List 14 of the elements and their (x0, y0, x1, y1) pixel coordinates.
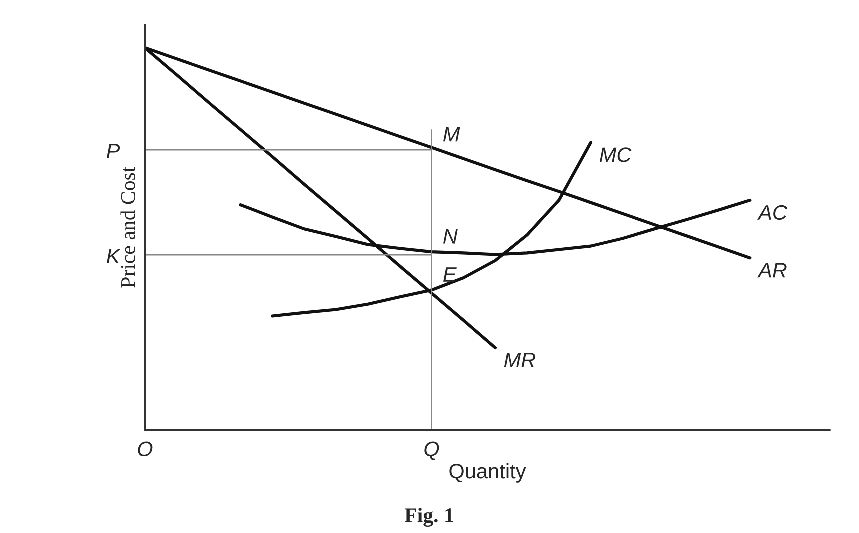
x-axis-title: Quantity (450, 463, 526, 483)
annotation: M (444, 127, 460, 142)
x-tick-label: O (138, 442, 153, 457)
x-tick-label: Q (424, 442, 440, 460)
series-label: MR (504, 353, 536, 368)
annotation: E (444, 268, 457, 282)
annotation: K (106, 249, 121, 264)
series-label: AR (757, 263, 787, 278)
caption: Fig. 1 (404, 508, 454, 527)
annotation: N (444, 229, 458, 244)
y-axis-title: Price and Cost (120, 166, 136, 288)
series-label: AC (757, 205, 788, 220)
annotation: P (106, 144, 120, 158)
series-label: MC (600, 148, 632, 162)
